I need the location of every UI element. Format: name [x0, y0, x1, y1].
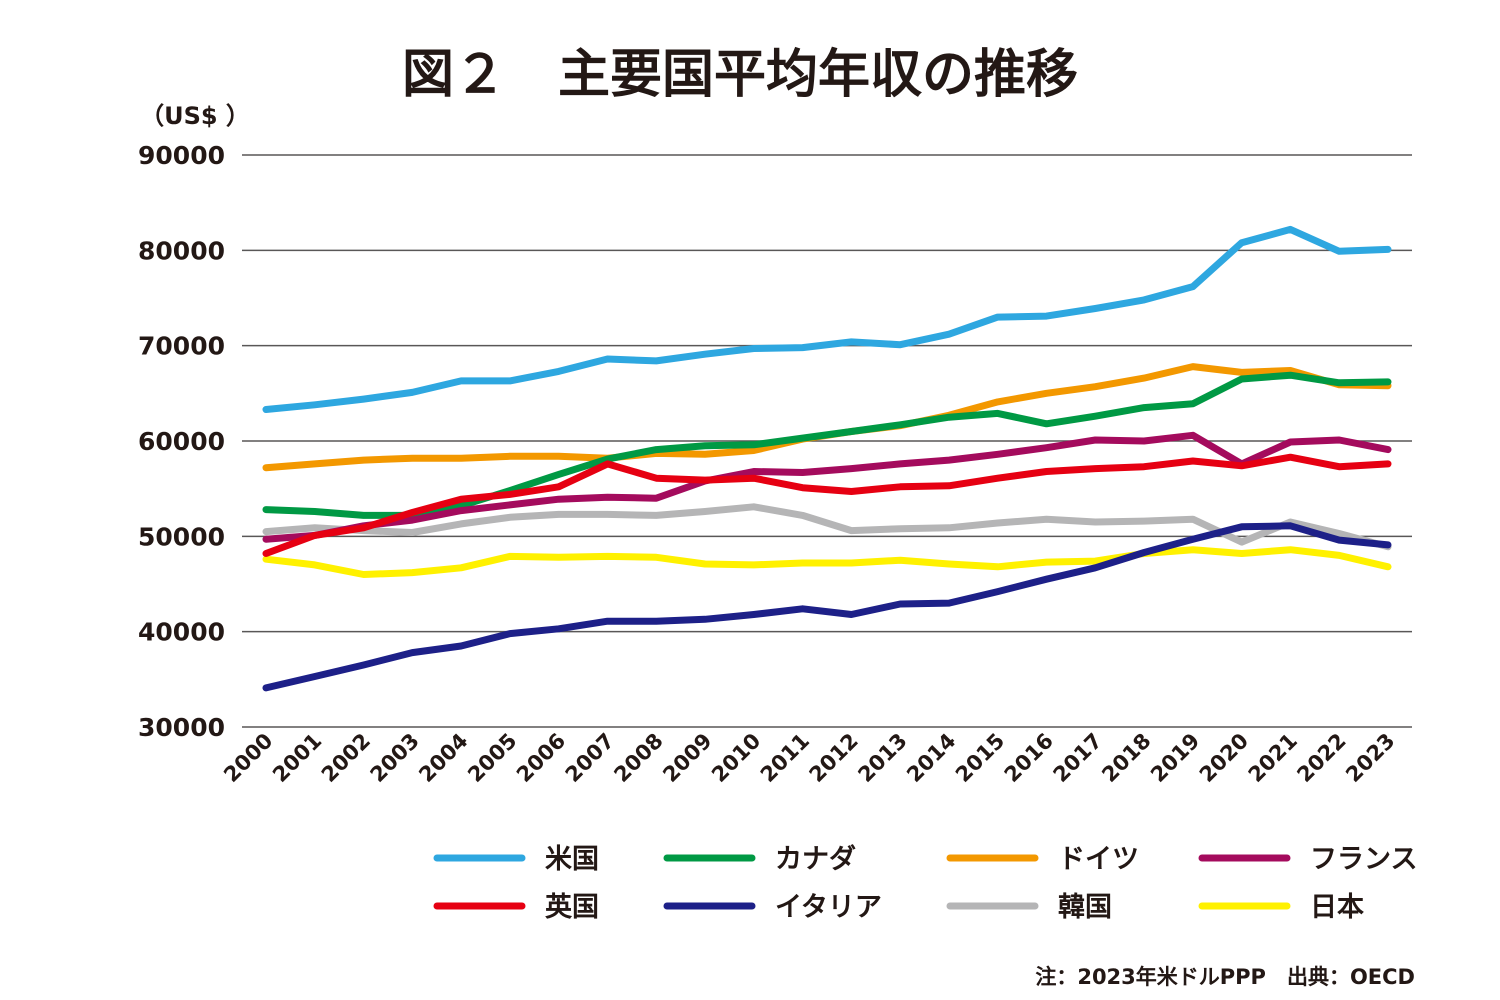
x-tick-label: 2004 — [414, 729, 472, 787]
x-tick-label: 2009 — [658, 729, 716, 787]
legend-label: フランス — [1310, 844, 1417, 875]
y-tick-label: 70000 — [138, 332, 225, 361]
x-tick-label: 2015 — [951, 729, 1009, 787]
x-tick-label: 2023 — [1341, 729, 1399, 787]
x-tick-label: 2002 — [317, 729, 375, 787]
legend-label: ドイツ — [1058, 844, 1139, 875]
y-tick-label: 90000 — [138, 141, 225, 170]
gridlines — [242, 154, 1412, 728]
x-tick-label: 2001 — [268, 729, 326, 787]
y-tick-label: 40000 — [138, 618, 225, 647]
x-tick-label: 2012 — [805, 729, 863, 787]
series-line — [262, 522, 1392, 692]
x-tick-label: 2013 — [853, 729, 911, 787]
chart-title: 図２ 主要国平均年収の推移 — [402, 45, 1078, 105]
y-tick-label: 30000 — [138, 713, 225, 742]
source-note: 注：2023年米ドルPPP 出典：OECD — [1035, 965, 1415, 989]
x-tick-label: 2005 — [463, 729, 521, 787]
legend-label: 英国 — [545, 892, 599, 923]
x-tick-label: 2018 — [1097, 729, 1155, 787]
legend-item: 日本 — [1198, 892, 1364, 923]
series-line — [262, 546, 1392, 578]
x-tick-label: 2014 — [902, 729, 960, 787]
x-tick-label: 2020 — [1195, 729, 1253, 787]
x-tick-label: 2022 — [1292, 729, 1350, 787]
x-tick-label: 2007 — [561, 729, 619, 787]
y-tick-label: 60000 — [138, 427, 225, 456]
x-tick-label: 2003 — [366, 729, 424, 787]
x-tick-label: 2011 — [756, 729, 814, 787]
series-line — [262, 503, 1392, 551]
x-axis-ticks: 2000200120022003200420052006200720082009… — [219, 729, 1399, 787]
legend-item: フランス — [1198, 844, 1417, 875]
series-line — [262, 453, 1392, 557]
legend-label: カナダ — [775, 843, 856, 875]
series-line — [262, 431, 1392, 543]
legend-item: 米国 — [433, 844, 599, 875]
y-tick-label: 50000 — [138, 522, 225, 551]
x-tick-label: 2000 — [219, 729, 277, 787]
x-tick-label: 2008 — [609, 729, 667, 787]
x-tick-label: 2016 — [1000, 729, 1058, 787]
series-line — [262, 225, 1392, 413]
legend-item: ドイツ — [946, 844, 1139, 875]
legend-label: 米国 — [545, 844, 599, 875]
series-lines — [262, 225, 1392, 692]
legend-item: 韓国 — [946, 892, 1112, 923]
y-axis-unit-label: （US$ ） — [140, 102, 250, 130]
x-tick-label: 2006 — [512, 729, 570, 787]
series-line — [262, 371, 1392, 519]
legend-label: イタリア — [775, 892, 882, 923]
legend-label: 日本 — [1310, 892, 1364, 923]
legend-item: イタリア — [663, 892, 882, 923]
legend-item: カナダ — [663, 843, 856, 875]
x-tick-label: 2010 — [707, 729, 765, 787]
x-tick-label: 2017 — [1049, 729, 1107, 787]
x-tick-label: 2021 — [1244, 729, 1302, 787]
legend-item: 英国 — [433, 892, 599, 923]
y-axis-ticks: 90000 80000 70000 60000 50000 40000 30000 — [138, 141, 225, 742]
legend-label: 韓国 — [1058, 892, 1112, 923]
y-tick-label: 80000 — [138, 236, 225, 265]
x-tick-label: 2019 — [1146, 729, 1204, 787]
